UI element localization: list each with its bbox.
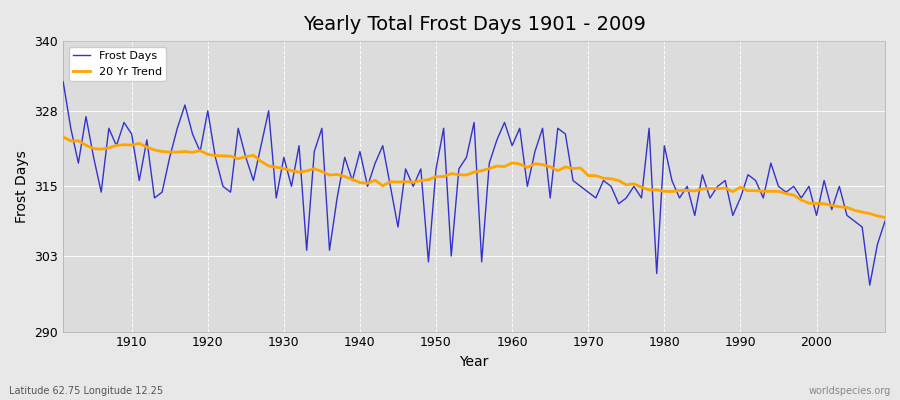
20 Yr Trend (598, 176, 608, 181)
20 Yr Trend (500, 164, 510, 169)
20 Yr Trend (332, 172, 343, 177)
Title: Yearly Total Frost Days 1901 - 2009: Yearly Total Frost Days 1901 - 2009 (302, 15, 645, 34)
X-axis label: Year: Year (459, 355, 489, 369)
Legend: Frost Days, 20 Yr Trend: Frost Days, 20 Yr Trend (68, 47, 166, 81)
Y-axis label: Frost Days: Frost Days (15, 150, 29, 223)
Frost Days (507, 143, 517, 148)
Frost Days (879, 219, 890, 224)
Text: worldspecies.org: worldspecies.org (809, 386, 891, 396)
20 Yr Trend (507, 160, 517, 165)
20 Yr Trend (286, 168, 297, 173)
Line: 20 Yr Trend: 20 Yr Trend (63, 137, 885, 218)
Frost Days (500, 120, 510, 125)
Frost Days (332, 196, 343, 200)
20 Yr Trend (58, 134, 68, 139)
Line: Frost Days: Frost Days (63, 82, 885, 285)
Text: Latitude 62.75 Longitude 12.25: Latitude 62.75 Longitude 12.25 (9, 386, 163, 396)
20 Yr Trend (119, 142, 130, 147)
20 Yr Trend (879, 215, 890, 220)
Frost Days (598, 178, 608, 183)
Frost Days (864, 283, 875, 288)
Frost Days (58, 79, 68, 84)
Frost Days (119, 120, 130, 125)
Frost Days (286, 184, 297, 189)
